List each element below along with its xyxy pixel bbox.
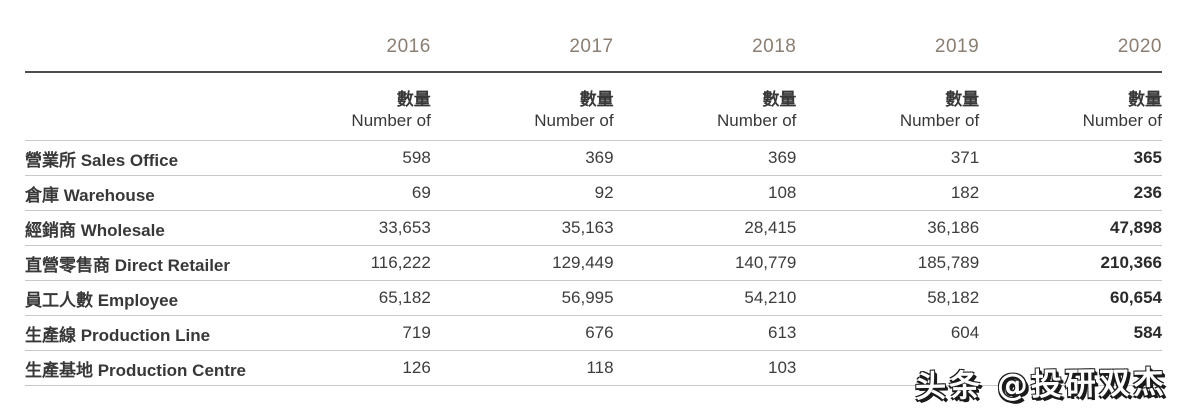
table-row-sales-office: 營業所 Sales Office 598 369 369 371 365 <box>25 141 1162 176</box>
value-2016: 126 <box>402 358 431 377</box>
year-header-2019: 2019 <box>934 36 980 57</box>
value-2020: 236 <box>1133 183 1162 202</box>
value-2019: 36,186 <box>927 218 980 237</box>
value-2019: 604 <box>950 323 980 342</box>
subheader-row: 數量 Number of 數量 Number of 數量 Number of 數… <box>25 73 1162 141</box>
subheader-2016: 數量 Number of <box>248 89 431 131</box>
value-2016: 65,182 <box>378 288 431 307</box>
row-label: 直營零售商 Direct Retailer <box>25 255 230 275</box>
subheader-zh: 數量 <box>762 90 797 109</box>
value-2016: 33,653 <box>378 218 431 237</box>
year-header-2017: 2017 <box>569 36 614 57</box>
year-header-2016: 2016 <box>386 36 431 57</box>
subheader-en: Number of <box>1082 111 1162 130</box>
value-2018: 613 <box>768 323 797 342</box>
row-label: 生產基地 Production Centre <box>25 360 247 380</box>
value-2020: 584 <box>1133 323 1162 342</box>
row-label: 倉庫 Warehouse <box>25 185 155 205</box>
value-2019: 58,182 <box>927 288 980 307</box>
value-2020: 60,654 <box>1110 288 1162 307</box>
statistics-table: 2016 2017 2018 2019 2020 數量 Number of 數量… <box>25 36 1162 386</box>
subheader-zh: 數量 <box>396 90 431 109</box>
table-row-wholesale: 經銷商 Wholesale 33,653 35,163 28,415 36,18… <box>25 211 1162 246</box>
value-2019: 371 <box>950 148 980 167</box>
value-2020: 365 <box>1133 148 1162 167</box>
value-2020: 47,898 <box>1110 218 1162 237</box>
subheader-en: Number of <box>351 111 431 130</box>
value-2016: 719 <box>402 323 431 342</box>
value-2019: 185,789 <box>917 253 980 272</box>
value-2016: 116,222 <box>370 253 431 272</box>
table-row-direct-retailer: 直營零售商 Direct Retailer 116,222 129,449 14… <box>25 246 1162 281</box>
value-2017: 56,995 <box>561 288 614 307</box>
subheader-en: Number of <box>534 111 614 130</box>
table-row-production-centre: 生產基地 Production Centre 126 118 103 <box>25 351 1162 386</box>
year-header-2018: 2018 <box>752 36 797 57</box>
value-2017: 369 <box>585 148 614 167</box>
subheader-2020: 數量 Number of <box>979 89 1162 131</box>
value-2020: 210,366 <box>1100 253 1162 272</box>
subheader-2018: 數量 Number of <box>614 89 797 131</box>
year-header-row: 2016 2017 2018 2019 2020 <box>25 36 1162 73</box>
row-label: 生產線 Production Line <box>25 325 211 345</box>
value-2019: 182 <box>950 183 980 202</box>
value-2018: 108 <box>768 183 797 202</box>
table-row-production-line: 生產線 Production Line 719 676 613 604 584 <box>25 316 1162 351</box>
row-label: 員工人數 Employee <box>25 290 179 310</box>
value-2016: 69 <box>411 183 431 202</box>
table-row-employee: 員工人數 Employee 65,182 56,995 54,210 58,18… <box>25 281 1162 316</box>
value-2017: 92 <box>594 183 614 202</box>
subheader-2017: 數量 Number of <box>431 89 614 131</box>
subheader-zh: 數量 <box>579 90 614 109</box>
value-2018: 54,210 <box>744 288 797 307</box>
value-2017: 129,449 <box>552 253 614 272</box>
value-2017: 676 <box>585 323 614 342</box>
subheader-2019: 數量 Number of <box>796 89 979 131</box>
subheader-zh: 數量 <box>1128 90 1162 109</box>
subheader-zh: 數量 <box>945 90 980 109</box>
row-label: 營業所 Sales Office <box>25 150 179 170</box>
subheader-en: Number of <box>717 111 797 130</box>
subheader-en: Number of <box>899 111 980 130</box>
row-label: 經銷商 Wholesale <box>25 220 165 240</box>
value-2017: 118 <box>586 358 614 377</box>
year-header-2020: 2020 <box>1117 36 1162 57</box>
table-row-warehouse: 倉庫 Warehouse 69 92 108 182 236 <box>25 176 1162 211</box>
value-2018: 103 <box>768 358 797 377</box>
value-2018: 369 <box>768 148 797 167</box>
value-2018: 28,415 <box>744 218 797 237</box>
value-2017: 35,163 <box>561 218 614 237</box>
value-2018: 140,779 <box>734 253 797 272</box>
value-2016: 598 <box>402 148 431 167</box>
